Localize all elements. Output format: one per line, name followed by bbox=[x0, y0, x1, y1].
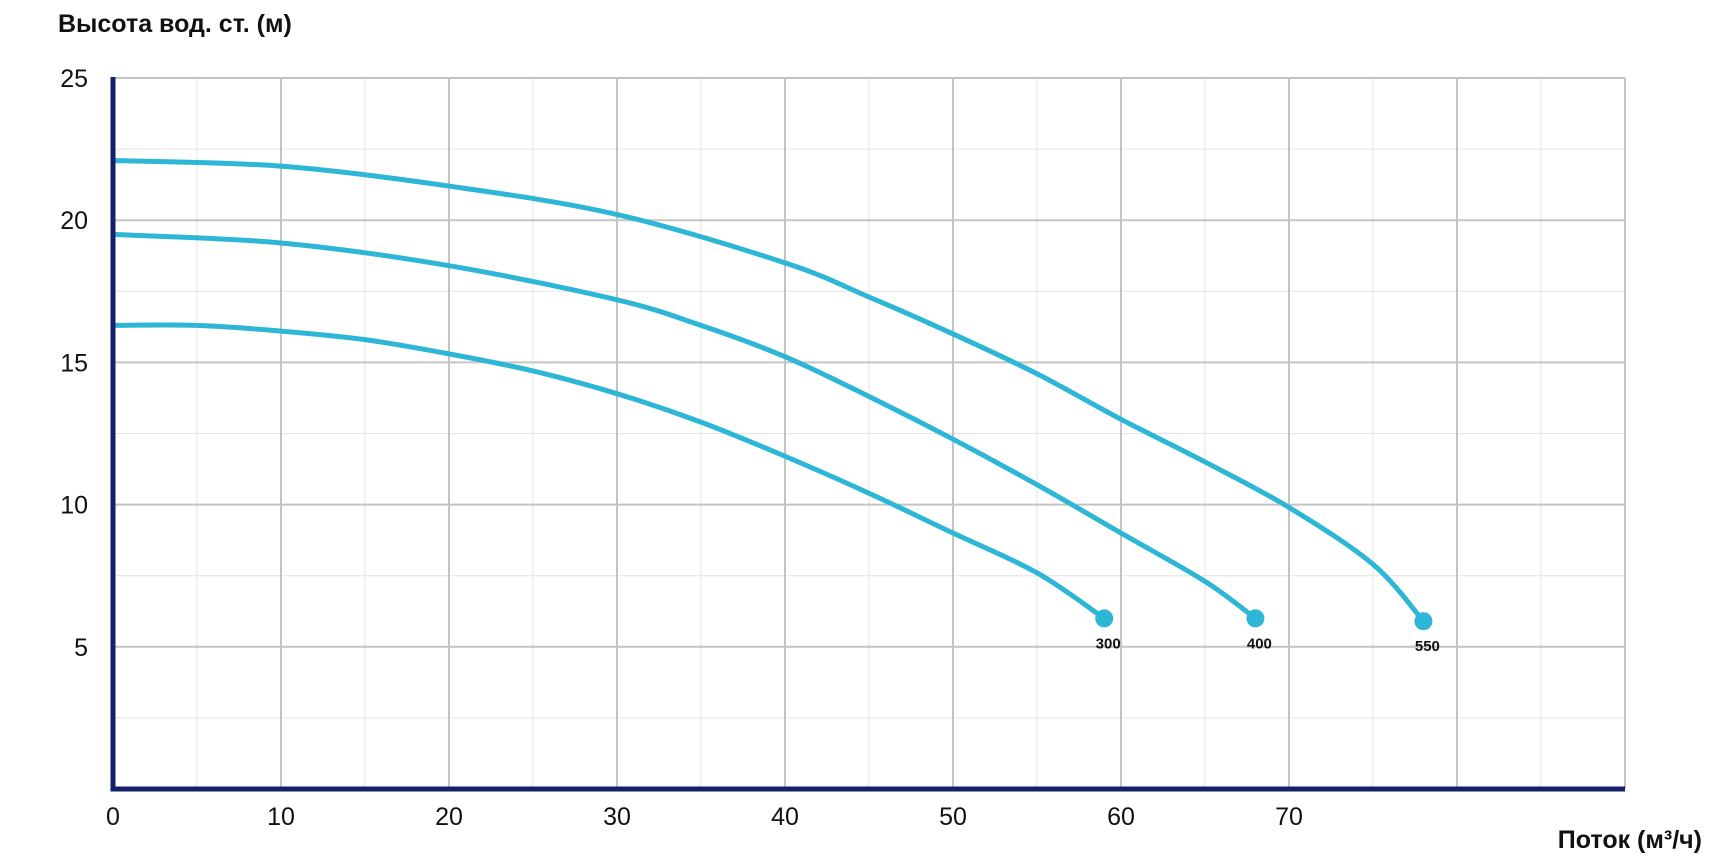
y-tick-label: 15 bbox=[60, 349, 88, 377]
y-tick-label: 25 bbox=[60, 65, 88, 93]
minor-grid bbox=[113, 78, 1625, 789]
series-line-550 bbox=[110, 157, 1426, 624]
x-tick-label: 50 bbox=[939, 803, 967, 831]
series-end-label-300: 300 bbox=[1096, 635, 1121, 652]
series-end-point-550 bbox=[1414, 612, 1433, 631]
y-tick-label: 10 bbox=[60, 492, 88, 520]
series-line-300 bbox=[110, 322, 1107, 621]
x-tick-label: 30 bbox=[603, 803, 631, 831]
y-axis-label: Высота вод. ст. (м) bbox=[58, 10, 292, 38]
x-tick-label: 40 bbox=[771, 803, 799, 831]
x-tick-label: 10 bbox=[267, 803, 295, 831]
series-end-point-300 bbox=[1095, 609, 1114, 628]
axes bbox=[110, 77, 1625, 792]
x-tick-label: 70 bbox=[1275, 803, 1303, 831]
x-tick-label: 0 bbox=[106, 803, 120, 831]
y-tick-label: 20 bbox=[60, 207, 88, 235]
series-layer: 300 400 550 bbox=[110, 157, 1440, 655]
series-end-label-400: 400 bbox=[1247, 635, 1272, 652]
tick-labels: 0 10 20 30 40 50 60 70 5 10 15 20 25 bbox=[60, 65, 1303, 831]
x-tick-label: 60 bbox=[1107, 803, 1135, 831]
y-tick-label: 5 bbox=[74, 634, 88, 662]
x-tick-label: 20 bbox=[435, 803, 463, 831]
series-end-label-550: 550 bbox=[1415, 638, 1440, 655]
x-axis-label: Поток (м³/ч) bbox=[1558, 826, 1702, 854]
major-grid bbox=[113, 77, 1626, 789]
series-end-point-400 bbox=[1246, 609, 1265, 628]
series-line-400 bbox=[110, 231, 1258, 621]
